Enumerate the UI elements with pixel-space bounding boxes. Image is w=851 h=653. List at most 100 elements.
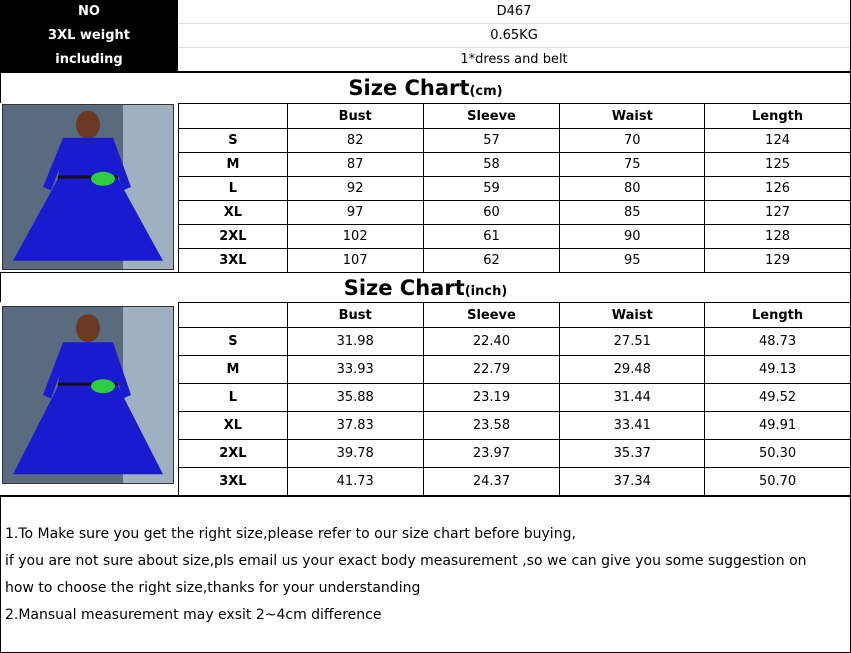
column-header: Length	[704, 302, 851, 328]
table-cell: 75	[559, 152, 706, 177]
table-cell: 50.70	[704, 467, 851, 496]
size-label: XL	[178, 200, 288, 225]
value-no: D467	[178, 0, 850, 24]
table-cell: 33.93	[286, 355, 424, 384]
note-line: 1.To Make sure you get the right size,pl…	[5, 526, 576, 542]
size-label: M	[178, 152, 288, 177]
table-cell: 124	[704, 128, 851, 153]
table-cell: 31.44	[559, 383, 706, 412]
table-row: M 33.93 22.79 29.48 49.13	[178, 355, 851, 384]
size-label: S	[178, 128, 288, 153]
table-cell: 107	[286, 248, 424, 273]
table-cell: 37.34	[559, 467, 706, 496]
size-label: XL	[178, 411, 288, 440]
table-cell: 41.73	[286, 467, 424, 496]
column-header: Bust	[286, 103, 424, 129]
table-cell: 39.78	[286, 439, 424, 468]
column-header	[178, 103, 288, 129]
table-cell: 92	[286, 176, 424, 201]
table-cell: 27.51	[559, 327, 706, 356]
label-including: including	[55, 52, 123, 67]
table-cell: 37.83	[286, 411, 424, 440]
table-cell: 129	[704, 248, 851, 273]
value-including: 1*dress and belt	[460, 52, 568, 67]
table-cell: 61	[422, 224, 561, 249]
table-cell: 57	[422, 128, 561, 153]
table-cell: 50.30	[704, 439, 851, 468]
note-line: how to choose the right size,thanks for …	[5, 580, 421, 596]
table-row: 2XL 39.78 23.97 35.37 50.30	[178, 439, 851, 468]
table-cell: 102	[286, 224, 424, 249]
table-header-row: Bust Sleeve Waist Length	[178, 302, 851, 328]
size-label: 3XL	[178, 248, 288, 273]
column-header: Bust	[286, 302, 424, 328]
notes: 1.To Make sure you get the right size,pl…	[0, 495, 851, 653]
size-label: M	[178, 355, 288, 384]
table-cell: 22.79	[422, 355, 561, 384]
table-row: M 87 58 75 125	[178, 152, 851, 177]
dress-image	[3, 105, 173, 269]
table-cell: 49.13	[704, 355, 851, 384]
table-cell: 33.41	[559, 411, 706, 440]
label-weight: 3XL weight	[48, 28, 130, 43]
table-cell: 82	[286, 128, 424, 153]
table-cell: 49.52	[704, 383, 851, 412]
table-cell: 48.73	[704, 327, 851, 356]
table-cell: 127	[704, 200, 851, 225]
table-row: XL 37.83 23.58 33.41 49.91	[178, 411, 851, 440]
column-header: Sleeve	[422, 302, 561, 328]
column-header: Length	[704, 103, 851, 129]
size-label: L	[178, 383, 288, 412]
note-line: if you are not sure about size,pls email…	[5, 553, 807, 569]
table-cell: 59	[422, 176, 561, 201]
table-cell: 58	[422, 152, 561, 177]
column-header: Waist	[559, 302, 706, 328]
table-cell: 31.98	[286, 327, 424, 356]
table-cell: 90	[559, 224, 706, 249]
column-header: Sleeve	[422, 103, 561, 129]
size-label: 2XL	[178, 224, 288, 249]
table-cell: 95	[559, 248, 706, 273]
table-row: XL 97 60 85 127	[178, 200, 851, 225]
table-cell: 49.91	[704, 411, 851, 440]
table-cell: 29.48	[559, 355, 706, 384]
table-row: S 31.98 22.40 27.51 48.73	[178, 327, 851, 356]
size-label: S	[178, 327, 288, 356]
table-cell: 126	[704, 176, 851, 201]
table-cell: 60	[422, 200, 561, 225]
info-labels: NO 3XL weight including	[0, 0, 178, 73]
table-cell: 125	[704, 152, 851, 177]
product-info: NO 3XL weight including D467 0.65KG 1*dr…	[0, 0, 851, 73]
table-cell: 35.37	[559, 439, 706, 468]
note-line: 2.Mansual measurement may exsit 2~4cm di…	[5, 607, 382, 623]
column-header	[178, 302, 288, 328]
table-cell: 80	[559, 176, 706, 201]
size-table-inch: Bust Sleeve Waist Length S 31.98 22.40 27.51 48.…	[178, 302, 851, 496]
table-cell: 62	[422, 248, 561, 273]
table-header-row: Bust Sleeve Waist Length	[178, 103, 851, 129]
size-table-cm: Bust Sleeve Waist Length S 82 57 70 124 M 87 58 75 12…	[178, 103, 851, 273]
table-cell: 85	[559, 200, 706, 225]
table-row: L 35.88 23.19 31.44 49.52	[178, 383, 851, 412]
size-chart-cm-title: Size Chart(cm)	[0, 73, 851, 103]
size-label: 2XL	[178, 439, 288, 468]
table-cell: 128	[704, 224, 851, 249]
product-photo	[2, 104, 174, 270]
value-weight: 0.65KG	[178, 24, 850, 48]
dress-image	[3, 307, 173, 483]
table-cell: 87	[286, 152, 424, 177]
label-no: NO	[78, 4, 100, 19]
table-cell: 70	[559, 128, 706, 153]
info-values: D467 0.65KG 1*dress and belt	[178, 0, 851, 73]
table-cell: 24.37	[422, 467, 561, 496]
table-cell: 23.97	[422, 439, 561, 468]
table-cell: 23.58	[422, 411, 561, 440]
table-row: S 82 57 70 124	[178, 128, 851, 153]
table-cell: 22.40	[422, 327, 561, 356]
product-photo	[2, 306, 174, 484]
column-header: Waist	[559, 103, 706, 129]
table-cell: 97	[286, 200, 424, 225]
table-row: 3XL 41.73 24.37 37.34 50.70	[178, 467, 851, 496]
size-chart-inch-title: Size Chart(inch)	[0, 272, 851, 302]
size-label: L	[178, 176, 288, 201]
